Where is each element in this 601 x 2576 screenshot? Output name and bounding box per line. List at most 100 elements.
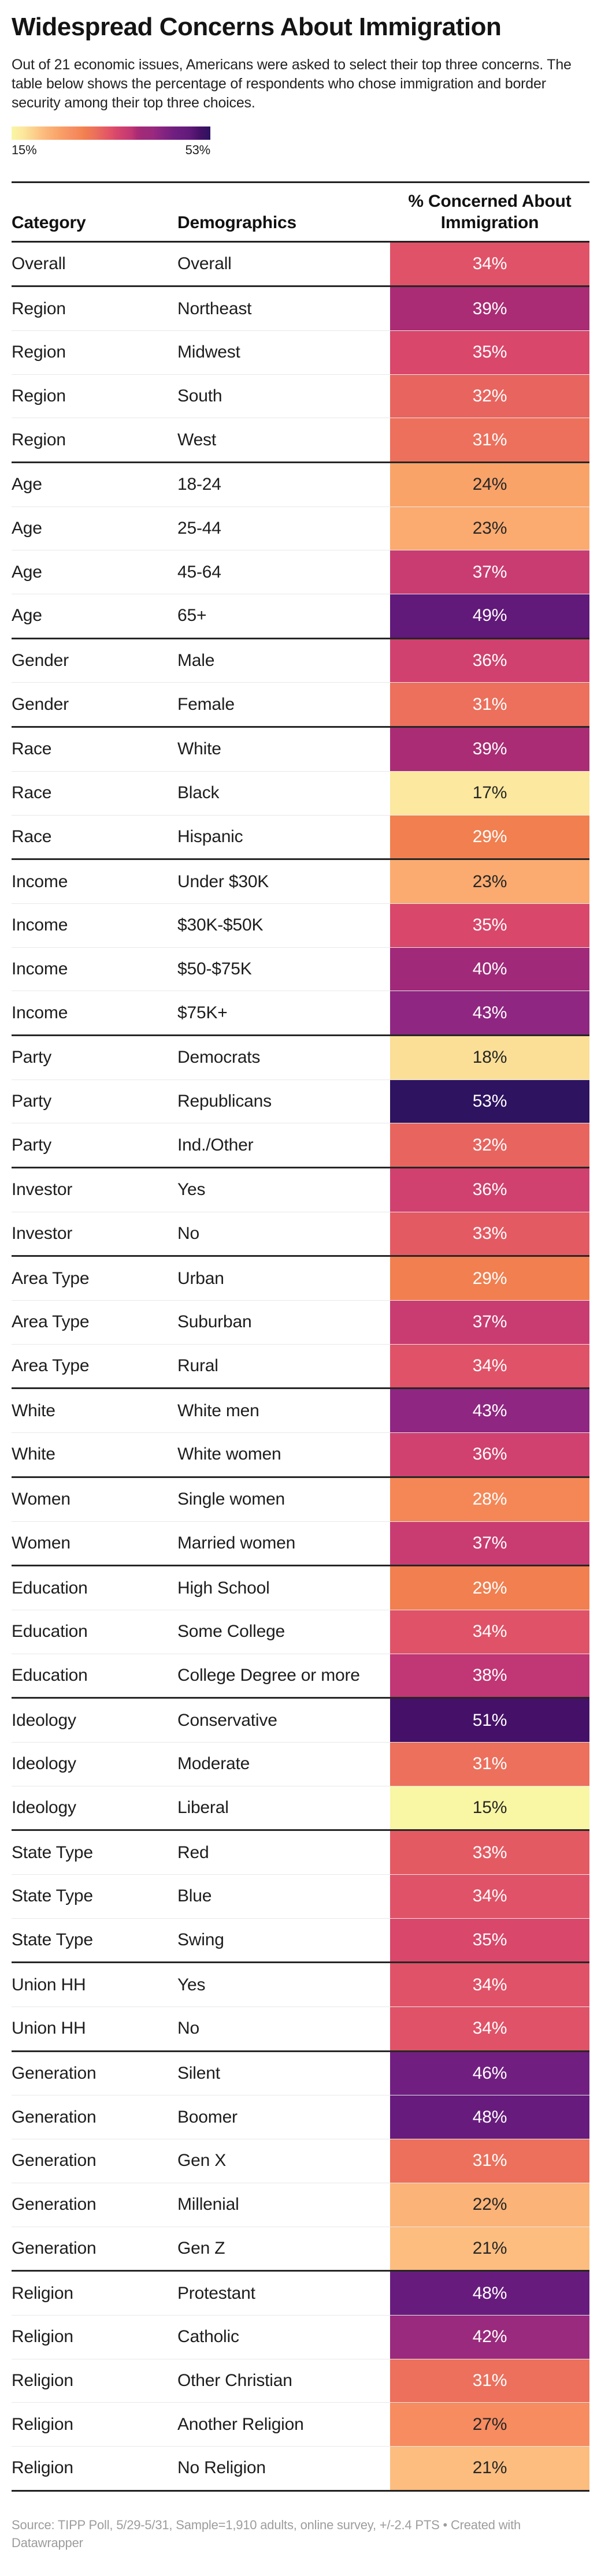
demographic-cell: Swing <box>177 1930 224 1950</box>
demographic-cell: $75K+ <box>177 1003 228 1022</box>
category-cell: State Type <box>12 1886 93 1906</box>
table-row: Area Type Urban 29% <box>12 1255 589 1301</box>
value-cell: 34% <box>390 1963 589 2007</box>
category-cell: Area Type <box>12 1268 90 1288</box>
category-cell: Race <box>12 783 52 803</box>
table-row: Gender Male 36% <box>12 637 589 683</box>
category-cell: Education <box>12 1622 88 1641</box>
value-cell: 31% <box>390 2359 589 2403</box>
demographic-cell: Catholic <box>177 2327 239 2347</box>
category-cell: Investor <box>12 1180 73 1200</box>
table-row: Income $75K+ 43% <box>12 991 589 1034</box>
category-cell: Age <box>12 562 42 582</box>
table-row: Union HH Yes 34% <box>12 1961 589 2007</box>
demographic-cell: Rural <box>177 1356 218 1376</box>
category-cell: State Type <box>12 1930 93 1950</box>
color-gradient-bar <box>12 126 210 140</box>
demographic-cell: West <box>177 430 216 449</box>
source-footer: Source: TIPP Poll, 5/29-5/31, Sample=1,9… <box>12 2516 589 2563</box>
value-cell: 18% <box>390 1036 589 1079</box>
category-cell: Ideology <box>12 1710 76 1730</box>
category-cell: Generation <box>12 2151 97 2171</box>
demographic-cell: No <box>177 1224 199 1244</box>
demographic-cell: Conservative <box>177 1710 277 1730</box>
demographic-cell: 18-24 <box>177 475 221 494</box>
table-row: State Type Blue 34% <box>12 1874 589 1918</box>
table-row: Income $30K-$50K 35% <box>12 903 589 947</box>
value-cell: 39% <box>390 287 589 330</box>
category-cell: Gender <box>12 651 69 671</box>
demographic-cell: 45-64 <box>177 562 221 582</box>
value-cell: 34% <box>390 1875 589 1918</box>
category-cell: Region <box>12 386 66 405</box>
value-cell: 49% <box>390 594 589 638</box>
demographic-cell: Boomer <box>177 2107 238 2127</box>
value-cell: 35% <box>390 330 589 374</box>
demographic-cell: Northeast <box>177 299 252 318</box>
demographic-cell: Millenial <box>177 2195 239 2214</box>
category-cell: Party <box>12 1091 52 1111</box>
value-cell: 32% <box>390 1123 589 1167</box>
table-body: Overall Overall 34% Region Northeast 39% Regio… <box>12 242 589 2492</box>
value-cell: 33% <box>390 1831 589 1875</box>
value-cell: 31% <box>390 2139 589 2183</box>
table-row: Education High School 29% <box>12 1565 589 1610</box>
value-cell: 29% <box>390 815 589 859</box>
data-table: Category Demographics % Concerned About … <box>12 181 589 2492</box>
category-cell: Income <box>12 872 68 891</box>
demographic-cell: Blue <box>177 1886 212 1906</box>
demographic-cell: No <box>177 2019 199 2038</box>
demographic-cell: Male <box>177 651 215 671</box>
table-row: Area Type Suburban 37% <box>12 1300 589 1344</box>
legend-labels: 15% 53% <box>12 143 210 158</box>
table-row: Education Some College 34% <box>12 1609 589 1654</box>
column-header-demographics: Demographics <box>177 213 296 233</box>
table-row: Investor Yes 36% <box>12 1167 589 1212</box>
table-row: White White men 43% <box>12 1387 589 1433</box>
footer-separator: • <box>443 2517 448 2532</box>
category-cell: Gender <box>12 694 69 714</box>
table-row: White White women 36% <box>12 1432 589 1476</box>
demographic-cell: Protestant <box>177 2283 255 2303</box>
value-cell: 23% <box>390 507 589 550</box>
value-cell: 34% <box>390 1610 589 1654</box>
value-cell: 43% <box>390 1389 589 1433</box>
chart-description: Out of 21 economic issues, Americans wer… <box>12 57 572 111</box>
category-cell: Race <box>12 739 52 759</box>
table-row: Region West 31% <box>12 418 589 462</box>
category-cell: Generation <box>12 2064 97 2083</box>
value-cell: 46% <box>390 2052 589 2095</box>
table-row: Religion No Religion 21% <box>12 2445 589 2490</box>
value-cell: 51% <box>390 1699 589 1742</box>
value-cell: 31% <box>390 1742 589 1786</box>
demographic-cell: 25-44 <box>177 519 221 538</box>
demographic-cell: White men <box>177 1401 259 1420</box>
category-cell: Investor <box>12 1224 73 1244</box>
category-cell: Age <box>12 606 42 626</box>
category-cell: State Type <box>12 1842 93 1862</box>
value-cell: 32% <box>390 374 589 418</box>
value-cell: 34% <box>390 1344 589 1388</box>
table-row: Religion Other Christian 31% <box>12 2358 589 2403</box>
demographic-cell: Yes <box>177 1180 206 1200</box>
value-cell: 37% <box>390 1301 589 1344</box>
category-cell: Region <box>12 299 66 318</box>
demographic-cell: Yes <box>177 1975 206 1994</box>
value-cell: 34% <box>390 242 589 286</box>
category-cell: Region <box>12 343 66 362</box>
value-cell: 22% <box>390 2183 589 2227</box>
demographic-cell: Hispanic <box>177 827 243 846</box>
demographic-cell: Another Religion <box>177 2414 304 2434</box>
table-row: Race White 39% <box>12 726 589 771</box>
value-cell: 23% <box>390 860 589 903</box>
value-cell: 15% <box>390 1786 589 1830</box>
table-row: Age 45-64 37% <box>12 550 589 594</box>
table-row: Ideology Conservative 51% <box>12 1697 589 1742</box>
value-cell: 21% <box>390 2227 589 2270</box>
category-cell: Ideology <box>12 1797 76 1817</box>
demographic-cell: Moderate <box>177 1754 250 1774</box>
category-cell: Age <box>12 519 42 538</box>
demographic-cell: Liberal <box>177 1797 229 1817</box>
category-cell: Race <box>12 827 52 846</box>
category-cell: White <box>12 1445 55 1464</box>
